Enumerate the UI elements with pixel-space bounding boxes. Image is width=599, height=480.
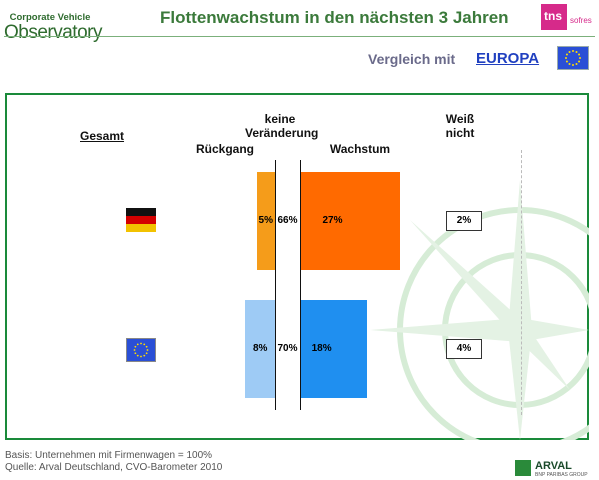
- header-divider: [4, 36, 595, 37]
- bar-rueckgang: [256, 172, 275, 270]
- arval-logo-sub: BNP PARIBAS GROUP: [535, 472, 588, 478]
- column-header-weiss-nicht: Weiß nicht: [420, 112, 500, 140]
- column-header-keine-text: keine Veränderung: [245, 112, 319, 140]
- footer-basis: Basis: Unternehmen mit Firmenwagen = 100…: [5, 450, 213, 461]
- column-header-keine-veraenderung: keine Veränderung: [235, 112, 325, 140]
- bar-label-keine: 70%: [277, 343, 298, 354]
- weiss-nicht-box: 4%: [446, 339, 482, 359]
- footer-source: Quelle: Arval Deutschland, CVO-Barometer…: [5, 462, 223, 473]
- cvo-logo: Corporate Vehicle Observatory: [4, 8, 102, 48]
- tns-logo-sub: sofres: [570, 16, 592, 25]
- tns-logo-text: tns: [544, 9, 562, 23]
- bar-wachstum: [300, 300, 367, 398]
- axis-right-line: [300, 160, 301, 410]
- europa-link[interactable]: EUROPA: [476, 50, 540, 67]
- eu-flag-icon: [557, 46, 589, 70]
- weiss-nicht-box: 2%: [446, 211, 482, 231]
- column-header-wachstum: Wachstum: [329, 142, 391, 156]
- arval-logo: ARVAL BNP PARIBAS GROUP: [515, 460, 597, 478]
- divider-dashed: [521, 150, 522, 415]
- column-header-rueckgang: Rückgang: [195, 142, 254, 156]
- column-header-weiss-text: Weiß nicht: [445, 112, 475, 140]
- logo-line-1: Corporate Vehicle: [9, 12, 91, 23]
- chart-frame: [5, 93, 589, 440]
- bar-label-rueckgang: 5%: [258, 215, 273, 226]
- bar-label-wachstum: 27%: [322, 215, 343, 226]
- page-title: Flottenwachstum in den nächsten 3 Jahren: [160, 8, 509, 27]
- logo-line-2: Observatory: [4, 22, 102, 43]
- axis-left-line: [275, 160, 276, 410]
- bar-rueckgang: [245, 300, 275, 398]
- section-label-gesamt: Gesamt: [80, 129, 125, 143]
- bar-label-rueckgang: 8%: [252, 343, 268, 354]
- germany-flag-icon: [126, 208, 156, 232]
- tns-sofres-logo: tns sofres: [541, 4, 597, 34]
- bar-label-wachstum: 18%: [311, 343, 332, 354]
- eu-flag-icon: [126, 338, 156, 362]
- arval-logo-text: ARVAL: [535, 460, 572, 472]
- subtitle-prefix: Vergleich mit: [368, 51, 456, 67]
- compass-watermark: [370, 180, 589, 440]
- bar-label-keine: 66%: [277, 215, 298, 226]
- bar-wachstum: [300, 172, 400, 270]
